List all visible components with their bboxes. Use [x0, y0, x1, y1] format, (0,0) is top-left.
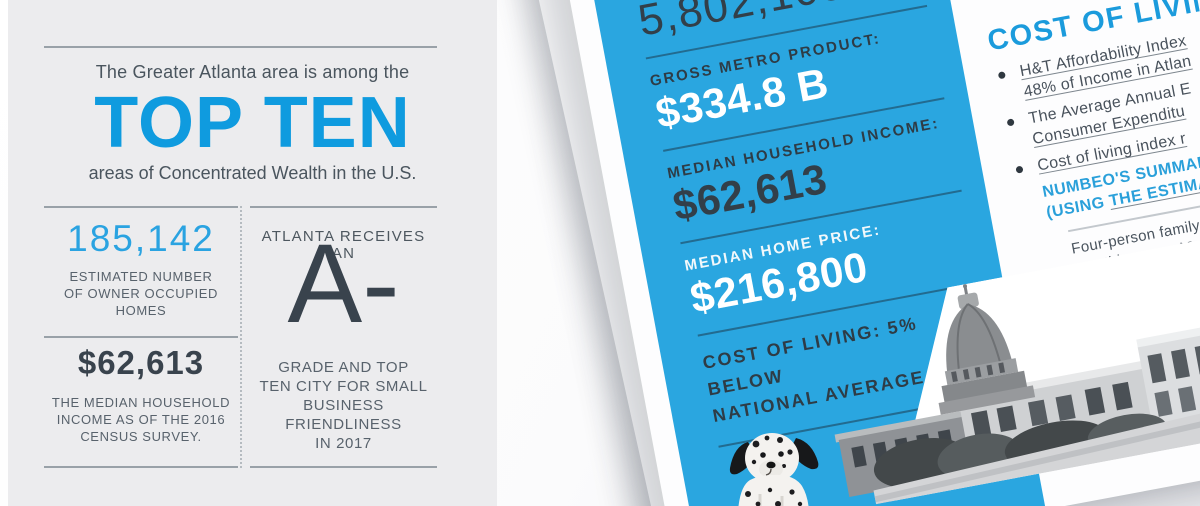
divider: [250, 206, 437, 208]
stats-column: 185,142 ESTIMATED NUMBER OF OWNER OCCUPI…: [44, 206, 238, 468]
owner-homes-caption: ESTIMATED NUMBER OF OWNER OCCUPIED HOMES: [64, 269, 218, 318]
divider: [44, 466, 238, 468]
divider: [44, 46, 437, 48]
subline: areas of Concentrated Wealth in the U.S.: [88, 163, 417, 183]
grade-value: A-: [287, 221, 400, 346]
median-income-value: $62,613: [77, 344, 205, 381]
grade-intro: ATLANTA RECEIVES AN: [261, 228, 426, 262]
top-ten-headline: TOP TEN: [94, 83, 411, 163]
divider: [44, 206, 238, 208]
bullet-icon: [997, 71, 1006, 80]
dalmatian-puppy-photo: [729, 433, 819, 506]
divider: [250, 466, 437, 468]
grade-caption: GRADE AND TOP TEN CITY FOR SMALL BUSINES…: [259, 359, 428, 452]
bullet-icon: [1006, 118, 1015, 127]
georgia-state-capitol-photo: [834, 235, 1200, 505]
divider: [44, 336, 238, 338]
intro-line: The Greater Atlanta area is among the: [95, 62, 410, 82]
bullet-icon: [1015, 165, 1024, 174]
dotted-divider: [240, 206, 242, 468]
median-income-caption: THE MEDIAN HOUSEHOLD INCOME AS OF THE 20…: [51, 395, 231, 444]
owner-homes-value: 185,142: [67, 218, 215, 259]
grade-column: ATLANTA RECEIVES AN A- GRADE AND TOP TEN…: [250, 206, 437, 468]
wealth-summary-panel: The Greater Atlanta area is among the TO…: [8, 0, 497, 506]
